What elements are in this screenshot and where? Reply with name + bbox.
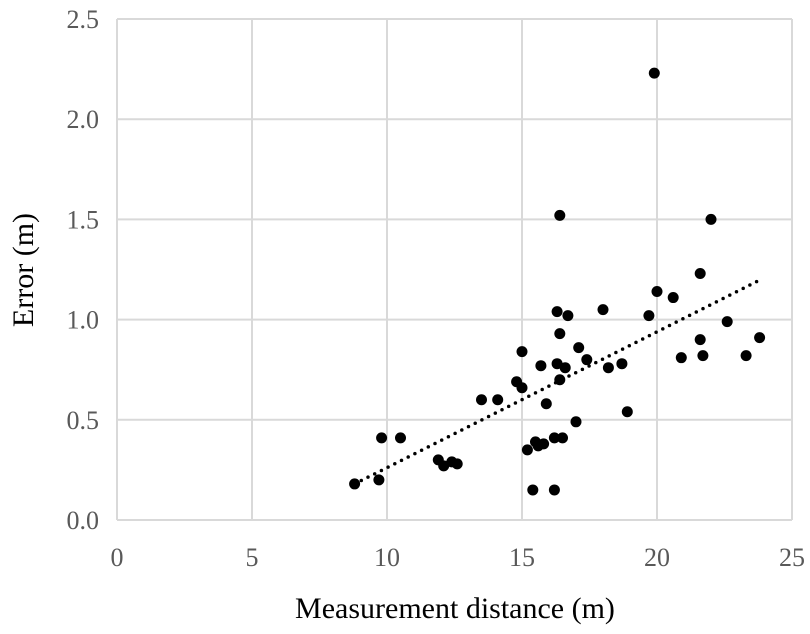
y-axis-title: Error (m) bbox=[7, 213, 40, 327]
data-point bbox=[535, 360, 547, 372]
data-point bbox=[694, 334, 706, 346]
data-point bbox=[667, 292, 679, 304]
data-point bbox=[492, 394, 504, 406]
data-point bbox=[721, 316, 733, 328]
data-point bbox=[521, 444, 533, 456]
data-point bbox=[548, 432, 560, 444]
x-tick-label: 5 bbox=[246, 543, 259, 572]
x-tick-label: 25 bbox=[779, 543, 805, 572]
data-point bbox=[548, 484, 560, 496]
x-tick-label: 15 bbox=[509, 543, 535, 572]
data-point bbox=[694, 268, 706, 280]
data-point bbox=[570, 416, 582, 428]
data-point bbox=[621, 406, 633, 418]
data-point bbox=[557, 432, 568, 444]
data-point bbox=[540, 398, 552, 410]
data-point bbox=[451, 458, 463, 470]
y-tick-label: 2.0 bbox=[67, 105, 100, 134]
data-point bbox=[551, 306, 563, 318]
data-point bbox=[516, 346, 528, 358]
data-point bbox=[697, 350, 709, 362]
data-point bbox=[554, 328, 566, 340]
data-point bbox=[373, 474, 385, 486]
y-tick-label: 1.5 bbox=[67, 205, 100, 234]
data-point bbox=[648, 67, 660, 79]
data-point bbox=[740, 350, 752, 362]
y-axis-tick-labels: 0.0 0.5 1.0 1.5 2.0 2.5 bbox=[67, 5, 100, 535]
y-tick-label: 0.5 bbox=[67, 406, 100, 435]
data-point bbox=[597, 304, 609, 316]
data-point bbox=[349, 478, 361, 490]
data-point bbox=[554, 374, 566, 386]
data-point bbox=[538, 438, 550, 450]
data-point bbox=[705, 213, 717, 225]
y-tick-label: 0.0 bbox=[67, 506, 100, 535]
x-tick-label: 20 bbox=[644, 543, 670, 572]
x-axis-tick-labels: 0 5 10 15 20 25 bbox=[111, 543, 806, 572]
data-point bbox=[573, 342, 585, 354]
data-point bbox=[562, 310, 574, 322]
x-tick-label: 10 bbox=[374, 543, 400, 572]
data-point bbox=[527, 484, 539, 496]
x-tick-label: 0 bbox=[111, 543, 124, 572]
data-point bbox=[516, 382, 528, 394]
x-axis-title: Measurement distance (m) bbox=[295, 592, 615, 625]
data-point bbox=[376, 432, 388, 444]
data-point bbox=[581, 354, 593, 366]
y-tick-label: 2.5 bbox=[67, 5, 100, 34]
data-point bbox=[395, 432, 406, 444]
data-point bbox=[559, 362, 571, 374]
data-points bbox=[349, 67, 766, 496]
horizontal-gridlines bbox=[117, 18, 792, 521]
vertical-gridlines bbox=[116, 19, 793, 520]
data-point bbox=[476, 394, 487, 406]
data-point bbox=[675, 352, 687, 364]
data-point bbox=[651, 286, 663, 298]
data-point bbox=[554, 209, 566, 221]
y-tick-label: 1.0 bbox=[67, 306, 100, 335]
data-point bbox=[754, 332, 766, 344]
data-point bbox=[602, 362, 614, 374]
data-point bbox=[643, 310, 655, 322]
data-point bbox=[616, 358, 628, 370]
